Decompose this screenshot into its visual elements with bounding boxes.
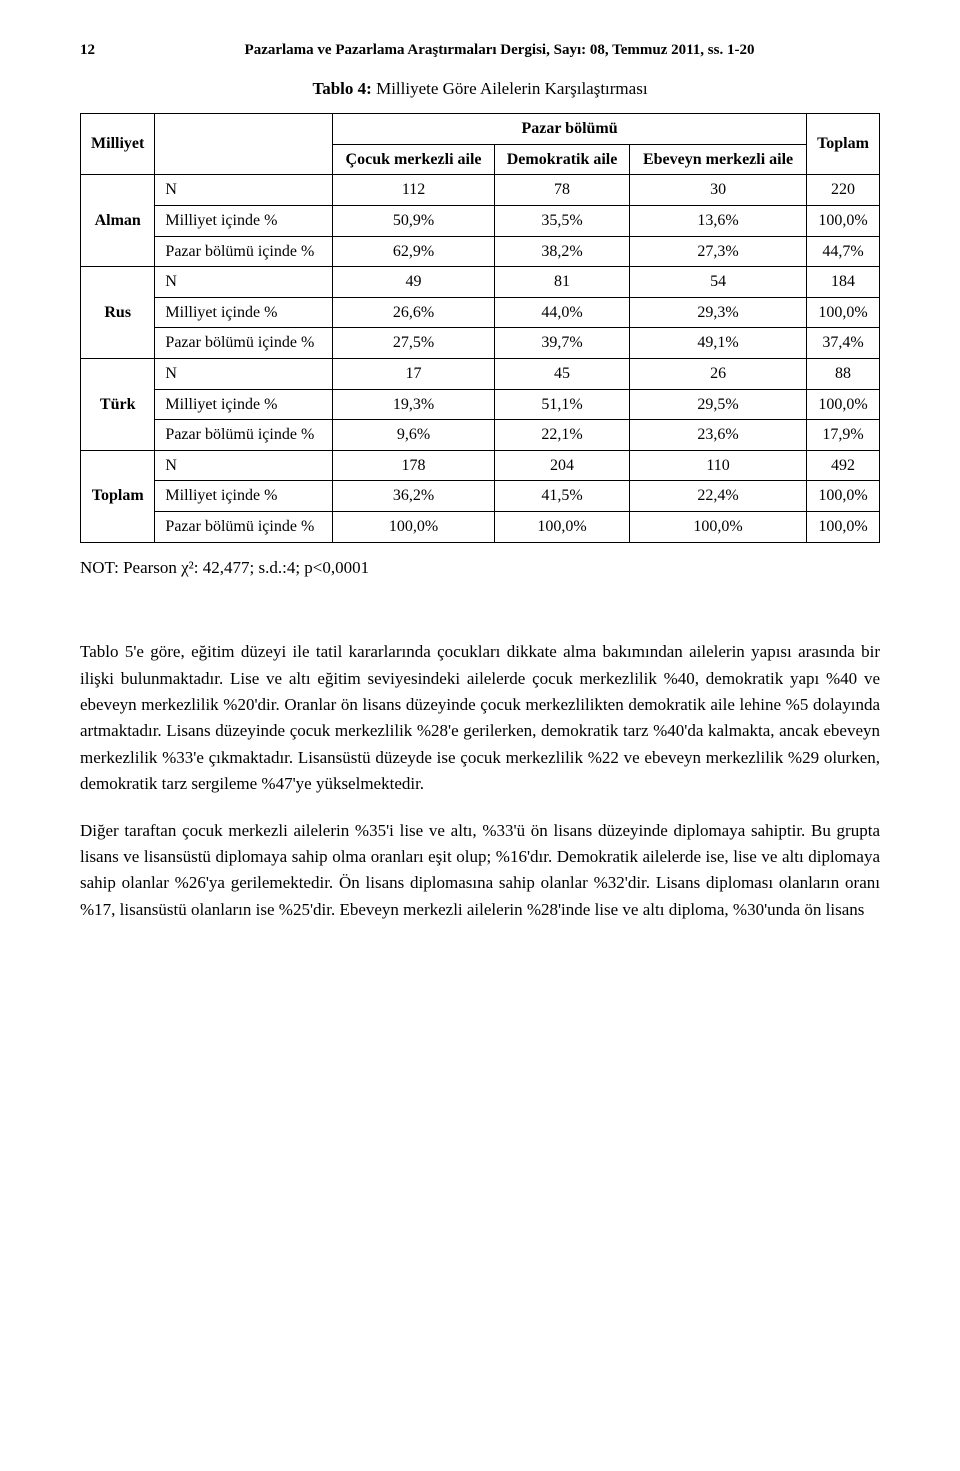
cell: 51,1%: [494, 389, 629, 420]
table-row: Toplam N 178 204 110 492: [81, 450, 880, 481]
table-row: Rus N 49 81 54 184: [81, 267, 880, 298]
cell: 49,1%: [630, 328, 807, 359]
cell: 50,9%: [333, 205, 495, 236]
table-row: Pazar bölümü içinde % 9,6% 22,1% 23,6% 1…: [81, 420, 880, 451]
row-label-m: Milliyet içinde %: [155, 297, 333, 328]
group-turk: Türk: [81, 358, 155, 450]
table-row: Milliyet içinde % 36,2% 41,5% 22,4% 100,…: [81, 481, 880, 512]
cell: 204: [494, 450, 629, 481]
comparison-table: Milliyet Pazar bölümü Toplam Çocuk merke…: [80, 113, 880, 542]
row-label-p: Pazar bölümü içinde %: [155, 236, 333, 267]
cell: 88: [807, 358, 880, 389]
table-row: Milliyet içinde % 19,3% 51,1% 29,5% 100,…: [81, 389, 880, 420]
cell: 492: [807, 450, 880, 481]
table-title-text: Milliyete Göre Ailelerin Karşılaştırması: [372, 79, 648, 98]
table-row: Pazar bölümü içinde % 62,9% 38,2% 27,3% …: [81, 236, 880, 267]
row-label-n: N: [155, 358, 333, 389]
cell: 49: [333, 267, 495, 298]
group-rus: Rus: [81, 267, 155, 359]
cell: 17: [333, 358, 495, 389]
group-toplam: Toplam: [81, 450, 155, 542]
group-alman: Alman: [81, 175, 155, 267]
cell: 220: [807, 175, 880, 206]
cell: 112: [333, 175, 495, 206]
body-text: Tablo 5'e göre, eğitim düzeyi ile tatil …: [80, 639, 880, 922]
cell: 100,0%: [807, 297, 880, 328]
cell: 30: [630, 175, 807, 206]
table-title: Tablo 4: Milliyete Göre Ailelerin Karşıl…: [80, 78, 880, 101]
cell: 22,1%: [494, 420, 629, 451]
cell: 81: [494, 267, 629, 298]
cell: 78: [494, 175, 629, 206]
col-cocuk: Çocuk merkezli aile: [333, 144, 495, 175]
paragraph-1: Tablo 5'e göre, eğitim düzeyi ile tatil …: [80, 639, 880, 797]
cell: 38,2%: [494, 236, 629, 267]
cell: 184: [807, 267, 880, 298]
col-ebeveyn: Ebeveyn merkezli aile: [630, 144, 807, 175]
cell: 36,2%: [333, 481, 495, 512]
cell: 37,4%: [807, 328, 880, 359]
row-label-m: Milliyet içinde %: [155, 389, 333, 420]
col-blank: [155, 114, 333, 175]
row-label-n: N: [155, 450, 333, 481]
cell: 110: [630, 450, 807, 481]
row-label-p: Pazar bölümü içinde %: [155, 420, 333, 451]
table-title-label: Tablo 4:: [312, 79, 371, 98]
cell: 54: [630, 267, 807, 298]
cell: 41,5%: [494, 481, 629, 512]
cell: 62,9%: [333, 236, 495, 267]
cell: 100,0%: [333, 511, 495, 542]
table-row: Pazar bölümü içinde % 100,0% 100,0% 100,…: [81, 511, 880, 542]
col-group-header: Pazar bölümü: [333, 114, 807, 145]
table-row: Milliyet içinde % 50,9% 35,5% 13,6% 100,…: [81, 205, 880, 236]
cell: 9,6%: [333, 420, 495, 451]
page-number: 12: [80, 40, 119, 60]
cell: 100,0%: [807, 481, 880, 512]
row-label-m: Milliyet içinde %: [155, 481, 333, 512]
cell: 29,5%: [630, 389, 807, 420]
table-row: Türk N 17 45 26 88: [81, 358, 880, 389]
row-label-n: N: [155, 267, 333, 298]
table-row: Alman N 112 78 30 220: [81, 175, 880, 206]
col-demokratik: Demokratik aile: [494, 144, 629, 175]
cell: 44,7%: [807, 236, 880, 267]
cell: 26: [630, 358, 807, 389]
cell: 23,6%: [630, 420, 807, 451]
stat-note: NOT: Pearson χ²: 42,477; s.d.:4; p<0,000…: [80, 557, 880, 580]
cell: 178: [333, 450, 495, 481]
row-label-m: Milliyet içinde %: [155, 205, 333, 236]
cell: 17,9%: [807, 420, 880, 451]
cell: 39,7%: [494, 328, 629, 359]
cell: 100,0%: [494, 511, 629, 542]
cell: 100,0%: [807, 511, 880, 542]
row-label-p: Pazar bölümü içinde %: [155, 511, 333, 542]
cell: 22,4%: [630, 481, 807, 512]
cell: 45: [494, 358, 629, 389]
cell: 29,3%: [630, 297, 807, 328]
cell: 100,0%: [807, 389, 880, 420]
table-row: Pazar bölümü içinde % 27,5% 39,7% 49,1% …: [81, 328, 880, 359]
table-row: Milliyet içinde % 26,6% 44,0% 29,3% 100,…: [81, 297, 880, 328]
cell: 13,6%: [630, 205, 807, 236]
cell: 35,5%: [494, 205, 629, 236]
cell: 26,6%: [333, 297, 495, 328]
cell: 19,3%: [333, 389, 495, 420]
page-header: 12 Pazarlama ve Pazarlama Araştırmaları …: [80, 40, 880, 60]
paragraph-2: Diğer taraftan çocuk merkezli ailelerin …: [80, 818, 880, 923]
cell: 100,0%: [807, 205, 880, 236]
col-milliyet: Milliyet: [81, 114, 155, 175]
cell: 27,5%: [333, 328, 495, 359]
col-toplam: Toplam: [807, 114, 880, 175]
row-label-n: N: [155, 175, 333, 206]
journal-title: Pazarlama ve Pazarlama Araştırmaları Der…: [119, 40, 880, 60]
cell: 44,0%: [494, 297, 629, 328]
cell: 27,3%: [630, 236, 807, 267]
cell: 100,0%: [630, 511, 807, 542]
row-label-p: Pazar bölümü içinde %: [155, 328, 333, 359]
